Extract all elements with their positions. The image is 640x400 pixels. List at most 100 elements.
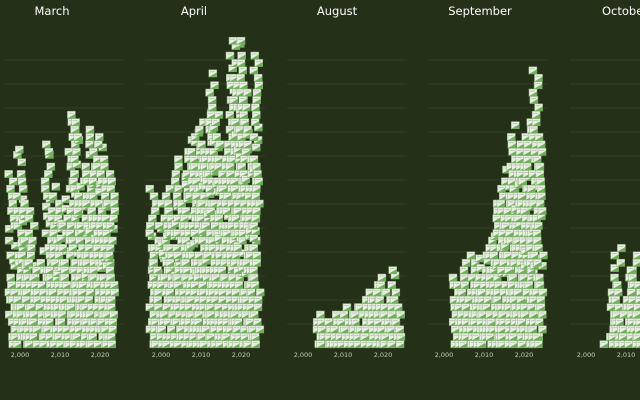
data-point bbox=[235, 125, 245, 134]
data-point bbox=[461, 258, 471, 267]
data-point bbox=[453, 281, 462, 289]
data-point bbox=[239, 81, 248, 90]
data-point bbox=[9, 288, 19, 297]
data-point bbox=[20, 236, 29, 245]
data-point bbox=[51, 182, 61, 191]
data-point bbox=[508, 147, 517, 156]
data-point bbox=[316, 340, 325, 349]
data-point bbox=[73, 133, 83, 141]
data-point bbox=[380, 303, 389, 312]
data-point bbox=[194, 310, 203, 319]
data-point bbox=[35, 303, 44, 312]
data-point bbox=[26, 244, 36, 252]
data-point bbox=[77, 288, 87, 297]
data-point bbox=[13, 295, 22, 304]
data-point bbox=[214, 110, 224, 119]
data-point bbox=[475, 254, 484, 263]
data-point bbox=[106, 184, 116, 193]
x-tick-label: 2,020 bbox=[515, 351, 534, 359]
data-point bbox=[249, 234, 258, 243]
data-point bbox=[497, 332, 506, 341]
data-point bbox=[233, 244, 242, 252]
data-point bbox=[190, 281, 199, 289]
data-point bbox=[252, 110, 261, 119]
data-point bbox=[213, 162, 223, 171]
data-point bbox=[391, 288, 401, 297]
data-point bbox=[184, 303, 193, 312]
data-point bbox=[243, 125, 252, 134]
data-point bbox=[529, 96, 539, 104]
data-point bbox=[373, 318, 383, 326]
data-point bbox=[203, 251, 212, 260]
panel-title: October bbox=[602, 4, 640, 18]
data-point bbox=[528, 325, 538, 334]
data-point bbox=[8, 199, 18, 208]
data-point bbox=[173, 340, 183, 349]
data-point bbox=[628, 273, 637, 282]
data-point bbox=[78, 281, 88, 289]
data-point bbox=[87, 207, 97, 215]
data-point bbox=[533, 81, 543, 90]
data-point bbox=[25, 207, 35, 215]
data-point bbox=[531, 118, 541, 127]
x-tick-label: 2,010 bbox=[617, 351, 636, 359]
data-point bbox=[154, 221, 164, 230]
data-point bbox=[517, 192, 527, 201]
data-point bbox=[40, 184, 50, 193]
data-point bbox=[110, 207, 120, 215]
data-point bbox=[396, 310, 405, 319]
data-point bbox=[4, 170, 13, 178]
data-point bbox=[459, 266, 469, 275]
data-point bbox=[22, 288, 31, 297]
data-point bbox=[146, 221, 155, 230]
data-point bbox=[58, 244, 68, 252]
data-point bbox=[389, 295, 399, 304]
data-point bbox=[148, 214, 157, 223]
data-point bbox=[45, 318, 54, 326]
data-point bbox=[174, 155, 183, 164]
x-tick-label: 2,000 bbox=[11, 351, 30, 359]
data-point bbox=[387, 281, 396, 289]
data-point bbox=[237, 51, 246, 60]
data-point bbox=[198, 236, 207, 245]
data-point bbox=[635, 340, 640, 349]
data-point bbox=[57, 310, 67, 319]
data-point bbox=[535, 199, 545, 208]
data-point bbox=[164, 207, 174, 215]
panel-title: April bbox=[181, 4, 207, 18]
data-point bbox=[522, 147, 532, 156]
data-point bbox=[218, 288, 227, 297]
data-point bbox=[388, 266, 397, 275]
data-point bbox=[215, 140, 225, 149]
data-point bbox=[107, 177, 116, 186]
data-point bbox=[509, 295, 519, 304]
data-point bbox=[497, 266, 506, 275]
data-point bbox=[612, 310, 621, 319]
data-point bbox=[149, 258, 158, 267]
data-point bbox=[498, 310, 507, 319]
data-point bbox=[145, 303, 154, 312]
data-point bbox=[534, 73, 543, 82]
data-point bbox=[89, 266, 98, 275]
data-point bbox=[38, 340, 48, 349]
data-point bbox=[85, 133, 95, 141]
data-point bbox=[205, 207, 215, 215]
data-point bbox=[40, 177, 50, 186]
data-point bbox=[36, 258, 45, 267]
data-point bbox=[104, 251, 114, 260]
data-point bbox=[633, 303, 640, 312]
data-point bbox=[477, 288, 486, 297]
data-point bbox=[205, 303, 215, 312]
data-point bbox=[218, 184, 228, 193]
data-point bbox=[28, 318, 38, 326]
data-point bbox=[159, 310, 169, 319]
data-point bbox=[536, 184, 546, 193]
data-point bbox=[64, 147, 74, 156]
data-point bbox=[17, 177, 27, 186]
x-tick-label: 2,000 bbox=[577, 351, 596, 359]
data-point bbox=[534, 133, 544, 141]
data-point bbox=[222, 229, 232, 238]
data-point bbox=[186, 295, 196, 304]
